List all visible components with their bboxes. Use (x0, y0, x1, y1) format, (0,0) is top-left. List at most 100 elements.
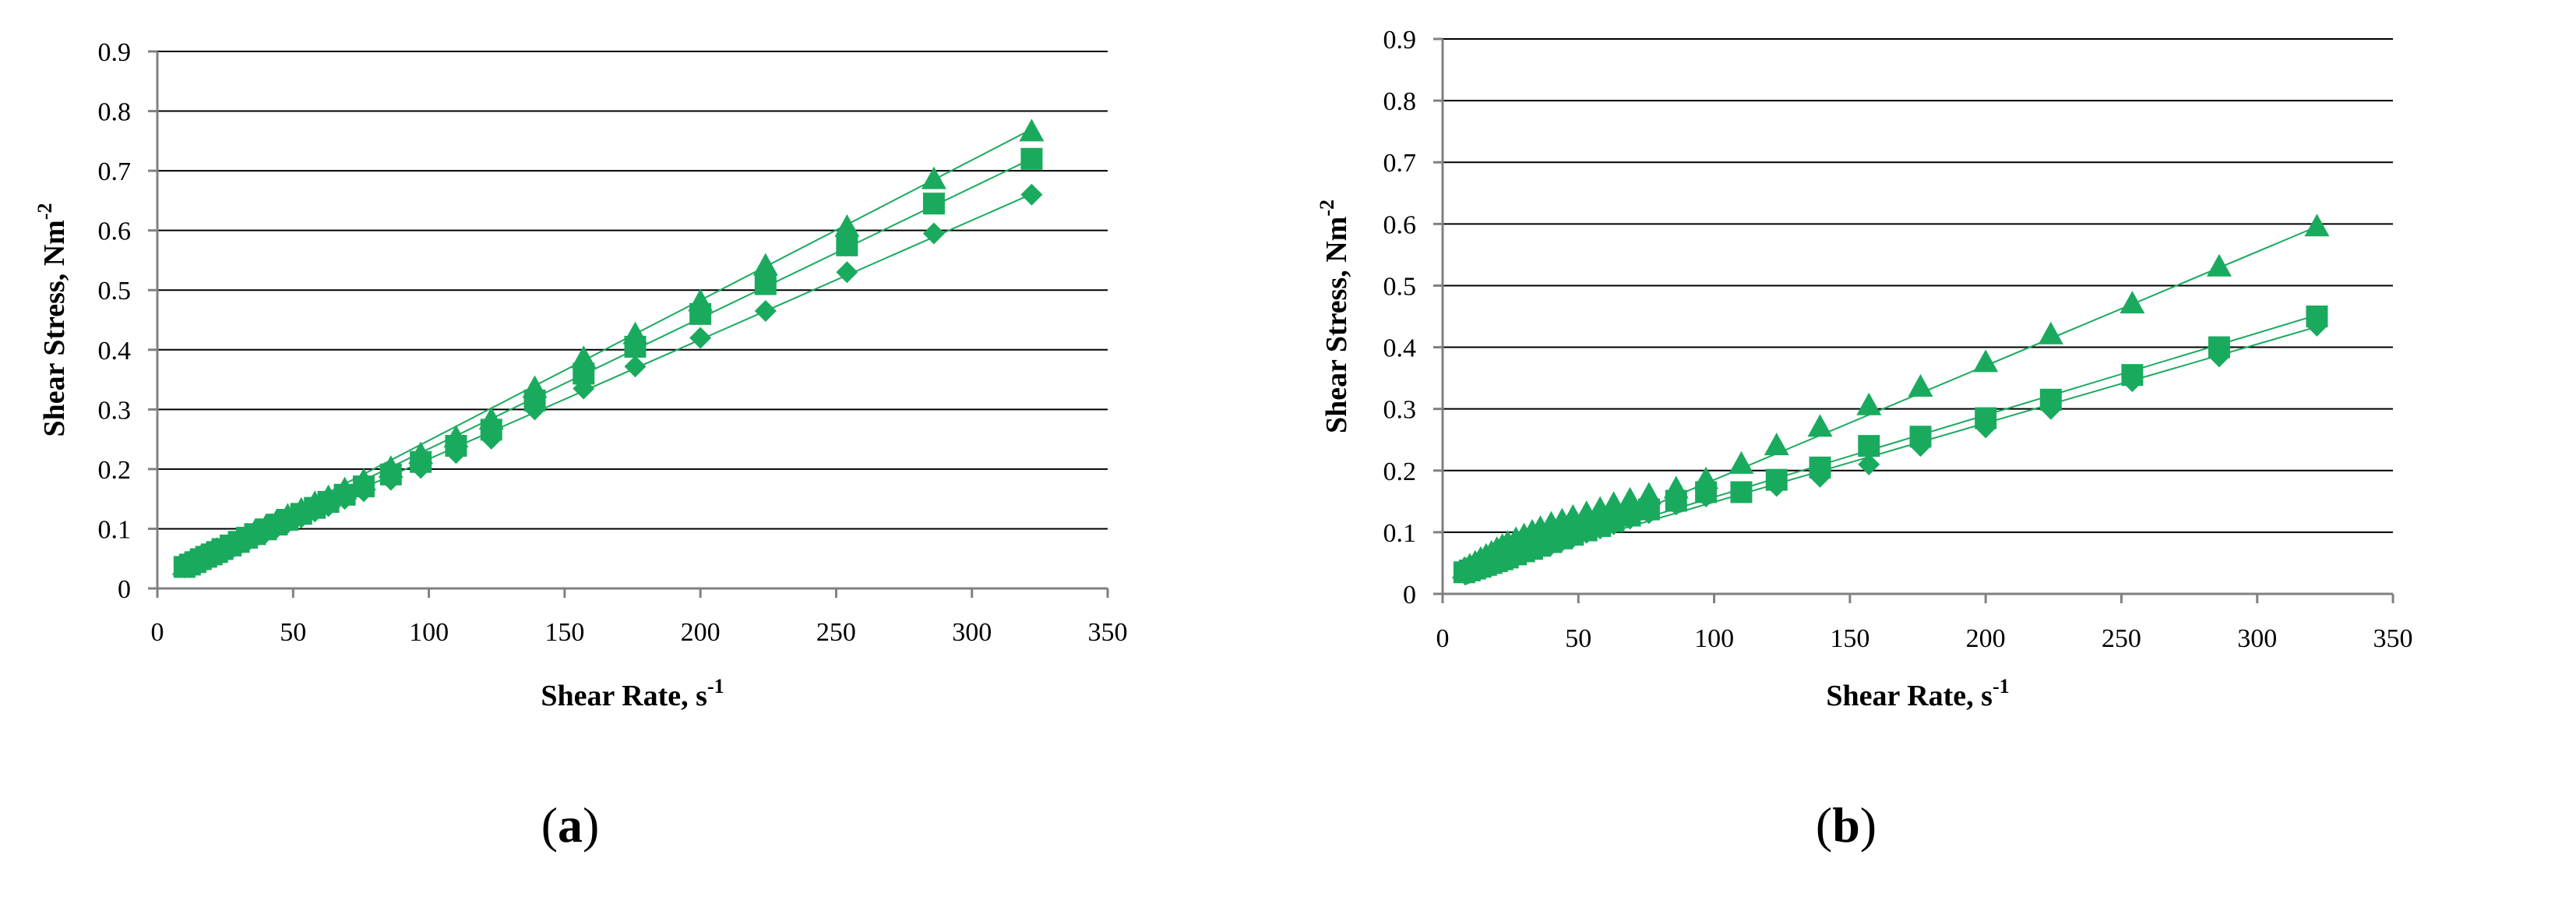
y-tick-label: 0 (1403, 581, 1416, 609)
data-point-triangle (1807, 414, 1833, 437)
data-point-diamond (754, 300, 777, 323)
y-tick-label: 0.1 (1383, 519, 1417, 548)
data-point-triangle (408, 441, 434, 465)
data-point-diamond (624, 355, 647, 378)
y-axis-title-sup: -2 (33, 203, 56, 221)
x-tick-label: 150 (1830, 624, 1869, 653)
data-point-triangle (834, 214, 860, 237)
data-point-square (1020, 147, 1043, 170)
x-tick-label: 200 (1966, 624, 2006, 653)
y-axis-title-sup: -2 (1316, 200, 1338, 217)
data-point-triangle (378, 455, 403, 479)
y-tick-label: 0.9 (98, 38, 132, 67)
data-point-triangle (1856, 392, 1882, 415)
data-point-triangle (443, 425, 469, 448)
data-point-triangle (2120, 291, 2145, 314)
data-point-square (1765, 468, 1788, 491)
data-point-triangle (1908, 373, 1933, 397)
x-tick-label: 350 (2373, 624, 2413, 653)
data-point-triangle (688, 288, 714, 312)
x-axis-title-text: Shear Rate, s (1826, 680, 1993, 712)
trendline-triangle (1464, 225, 2317, 586)
x-tick-label: 300 (2237, 624, 2277, 653)
y-tick-label: 0.7 (98, 157, 132, 186)
data-point-triangle (1693, 466, 1719, 489)
data-point-diamond (689, 327, 712, 349)
x-axis-title-sup: -1 (1993, 675, 2010, 698)
x-axis-title-sup: -1 (707, 675, 724, 698)
panel-label-b: (b) (1816, 797, 1876, 853)
x-axis-title: Shear Rate, s-1 (541, 675, 724, 712)
panel-label-a: (a) (541, 797, 600, 853)
y-tick-label: 0.5 (1383, 272, 1417, 301)
x-tick-label: 150 (544, 618, 584, 647)
data-point-diamond (1858, 453, 1880, 475)
data-point-triangle (921, 166, 946, 189)
y-axis-title: Shear Stress, Nm-2 (1316, 200, 1353, 433)
data-point-triangle (288, 496, 314, 520)
y-tick-label: 0.3 (98, 396, 132, 425)
y-tick-label: 0.2 (1383, 457, 1417, 486)
x-axis-title: Shear Rate, s-1 (1826, 675, 2009, 712)
data-point-triangle (1663, 475, 1689, 499)
data-point-triangle (571, 345, 597, 369)
data-point-triangle (1019, 118, 1045, 142)
data-point-square (2039, 388, 2062, 411)
data-point-square (2306, 306, 2328, 327)
y-axis-title-text: Shear Stress, Nm (1320, 217, 1353, 433)
x-tick-label: 250 (2102, 624, 2141, 653)
x-axis-title-text: Shear Rate, s (541, 680, 707, 712)
x-tick-label: 200 (681, 618, 721, 647)
data-point-triangle (1973, 349, 1999, 373)
data-point-triangle (2038, 321, 2063, 344)
data-point-diamond (1020, 183, 1043, 206)
y-tick-label: 0.3 (1383, 396, 1417, 425)
y-axis-title: Shear Stress, Nm-2 (33, 203, 71, 437)
data-point-triangle (522, 375, 548, 398)
data-point-diamond (922, 222, 945, 245)
x-tick-label: 50 (280, 618, 306, 647)
data-point-square (1809, 456, 1831, 479)
data-point-triangle (2304, 214, 2330, 237)
data-point-triangle (1617, 486, 1643, 510)
data-point-square (754, 273, 777, 295)
x-tick-label: 50 (1565, 624, 1591, 653)
x-tick-label: 250 (816, 618, 856, 647)
data-point-square (1730, 481, 1753, 503)
data-point-square (1858, 435, 1880, 457)
data-point-triangle (275, 503, 301, 526)
data-point-triangle (2206, 253, 2232, 277)
data-point-square (2121, 364, 2144, 387)
x-tick-label: 100 (409, 618, 449, 647)
data-point-triangle (302, 490, 328, 514)
data-point-square (1909, 426, 1932, 448)
y-tick-label: 0.9 (1383, 26, 1417, 55)
y-tick-label: 0.1 (98, 515, 132, 544)
data-point-square (836, 234, 858, 256)
data-point-square (2208, 336, 2230, 359)
data-point-diamond (836, 261, 858, 284)
chart-panel-a: 0 0.1 0.2 0.3 0.4 0.5 0.6 0.7 0.8 0.9 0 50 100 150 200… (33, 38, 1128, 712)
x-tick-label: 0 (151, 618, 164, 647)
data-point-triangle (1636, 482, 1662, 505)
data-point-triangle (1728, 450, 1754, 474)
data-point-square (922, 193, 945, 215)
chart-panel-b: 0 0.1 0.2 0.3 0.4 0.5 0.6 0.7 0.8 0.9 0 50 100 150 200… (1316, 26, 2413, 712)
data-point-triangle (332, 476, 358, 500)
x-tick-label: 350 (1088, 618, 1128, 647)
y-tick-label: 0 (118, 575, 131, 604)
y-tick-label: 0.2 (98, 456, 132, 485)
x-tick-label: 300 (952, 618, 992, 647)
data-point-triangle (622, 321, 648, 344)
x-tick-label: 100 (1694, 624, 1734, 653)
y-tick-label: 0.6 (98, 217, 132, 246)
y-tick-label: 0.5 (98, 277, 132, 306)
y-tick-label: 0.8 (1383, 87, 1417, 116)
data-point-triangle (478, 407, 504, 430)
y-tick-label: 0.7 (1383, 149, 1417, 178)
x-tick-label: 0 (1436, 624, 1450, 653)
y-axis-title-text: Shear Stress, Nm (38, 220, 71, 436)
y-tick-label: 0.8 (98, 98, 132, 127)
data-point-square (1975, 407, 1997, 429)
